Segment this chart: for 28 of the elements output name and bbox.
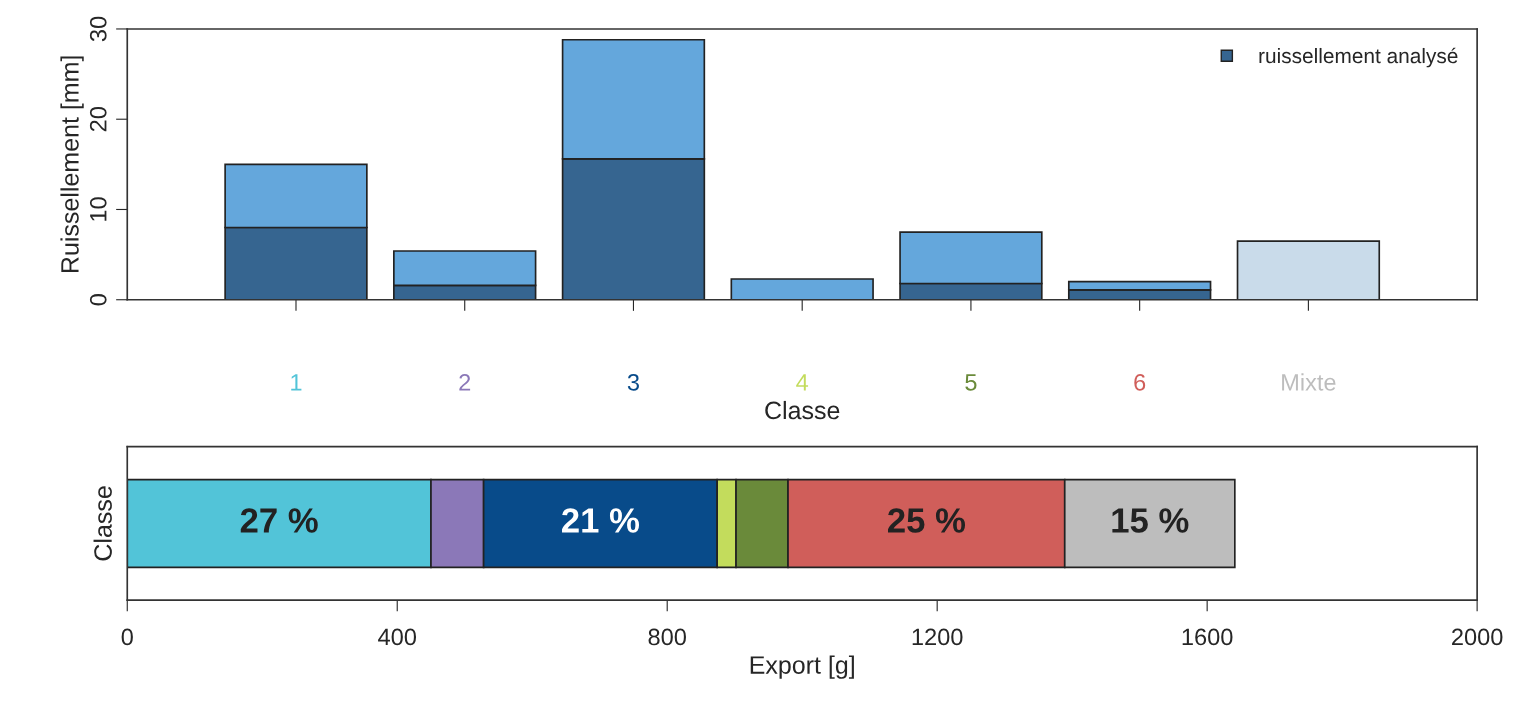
x-tick-label: 2000 bbox=[1452, 628, 1503, 646]
x-tick-label: 3 bbox=[627, 373, 639, 391]
annotation: 27 % bbox=[240, 508, 318, 533]
y-tick-label: 10 bbox=[89, 197, 107, 221]
x-tick-label: 1600 bbox=[1182, 628, 1233, 646]
x-tick-label: 4 bbox=[796, 374, 809, 391]
y-tick-label: 0 bbox=[89, 294, 107, 306]
x-axis-title: Export [g] bbox=[750, 655, 854, 679]
x-tick-label: 0 bbox=[121, 628, 133, 646]
legend-label: ruissellement analysé bbox=[1259, 47, 1458, 68]
x-tick-label: 6 bbox=[1134, 373, 1146, 391]
x-tick-label: 2 bbox=[459, 373, 471, 391]
x-tick-label: 1200 bbox=[912, 628, 963, 646]
x-tick-label: 800 bbox=[648, 628, 686, 646]
y-axis-title: Ruissellement [mm] bbox=[60, 56, 84, 273]
x-tick-label: 400 bbox=[378, 628, 417, 646]
x-tick-label: 5 bbox=[965, 374, 977, 391]
annotation: 25 % bbox=[888, 508, 966, 533]
x-tick-label: Mixte bbox=[1282, 373, 1336, 391]
y-axis-title: Classe bbox=[93, 486, 112, 561]
x-tick-label: 1 bbox=[291, 374, 302, 391]
annotation: 15 % bbox=[1112, 508, 1189, 533]
y-tick-label: 30 bbox=[89, 16, 107, 42]
annotation: 21 % bbox=[562, 508, 640, 533]
bar bbox=[730, 278, 874, 300]
y-tick-label: 20 bbox=[89, 107, 107, 132]
bar bbox=[1236, 240, 1381, 300]
x-axis-title: Classe bbox=[765, 400, 840, 420]
